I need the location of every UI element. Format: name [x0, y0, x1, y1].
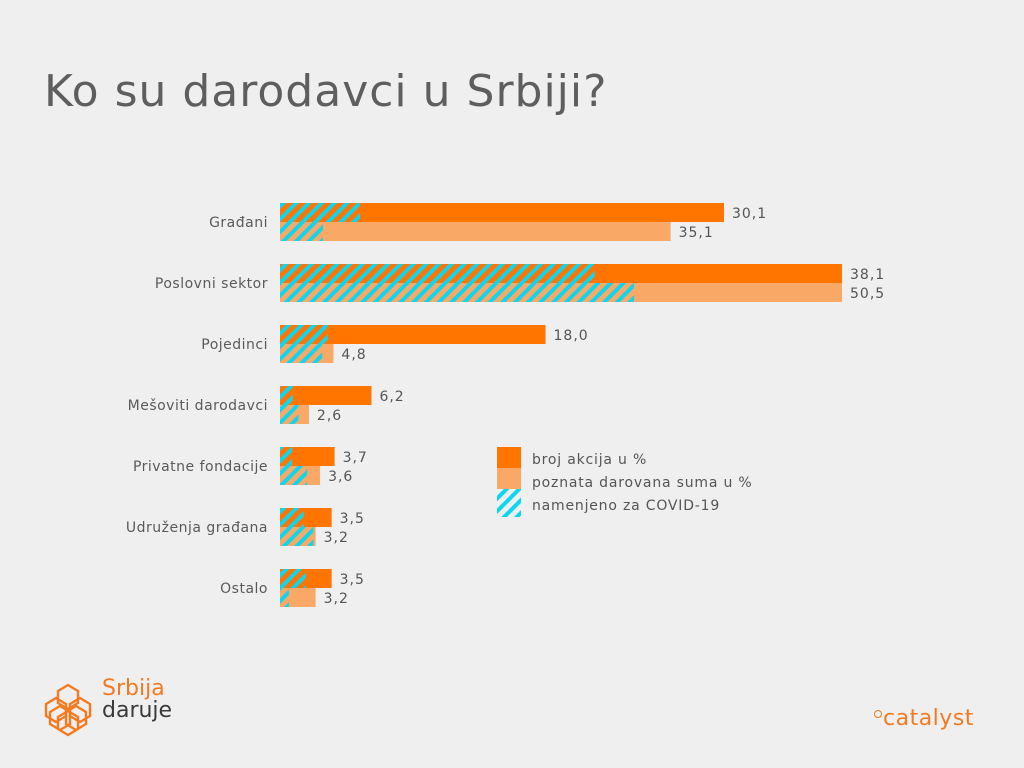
category-label: Građani — [209, 215, 268, 231]
bar-covid-hatch — [280, 588, 289, 607]
bars-group: Građani 30,1 35,1 Poslovni sektor 38,1 50,5 Po… — [126, 203, 885, 607]
catalyst-logo: catalyst — [874, 706, 974, 731]
category-label: Privatne fondacije — [133, 459, 268, 475]
catalyst-dot-icon — [874, 710, 882, 718]
bar-covid-hatch — [280, 569, 306, 588]
legend-swatch-covid — [497, 489, 521, 517]
legend-swatch-darovana-suma — [497, 468, 521, 489]
data-label: 2,6 — [317, 408, 342, 424]
data-label: 50,5 — [850, 286, 885, 302]
data-label: 3,5 — [340, 572, 365, 588]
hexagon-logo-icon — [44, 683, 92, 737]
category-label: Pojedinci — [201, 337, 268, 353]
bar-covid-hatch — [280, 508, 304, 527]
data-label: 3,6 — [328, 469, 353, 485]
page-title: Ko su darodavci u Srbiji? — [44, 66, 608, 117]
srbija-daruje-logo: Srbija daruje — [40, 676, 190, 740]
bar-covid-hatch — [280, 405, 299, 424]
bar-broj-akcija — [280, 447, 335, 466]
bar-covid-hatch — [280, 386, 293, 405]
legend: broj akcija u % poznata darovana suma u … — [497, 447, 752, 517]
data-label: 3,7 — [343, 450, 368, 466]
bar-covid-hatch — [280, 203, 360, 222]
bar-covid-hatch — [280, 344, 323, 363]
data-label: 4,8 — [341, 347, 366, 363]
bar-darovana-suma — [280, 222, 671, 241]
data-label: 3,5 — [340, 511, 365, 527]
category-label: Udruženja građana — [126, 520, 268, 536]
logo-text-srbija: Srbija — [102, 676, 165, 701]
category-label: Poslovni sektor — [155, 276, 268, 292]
category-label: Mešoviti darodavci — [128, 398, 268, 414]
bar-covid-hatch — [280, 325, 328, 344]
bar-covid-hatch — [280, 222, 323, 241]
bar-covid-hatch — [280, 527, 314, 546]
bar-broj-akcija — [280, 325, 546, 344]
data-label: 6,2 — [379, 389, 404, 405]
data-label: 30,1 — [732, 206, 767, 222]
bar-covid-hatch — [280, 283, 635, 302]
legend-swatch-broj-akcija — [497, 447, 521, 468]
data-label: 3,2 — [324, 591, 349, 607]
legend-label-broj-akcija: broj akcija u % — [532, 452, 647, 468]
data-label: 3,2 — [324, 530, 349, 546]
bar-covid-hatch — [280, 466, 308, 485]
catalyst-logo-text: catalyst — [883, 706, 974, 731]
data-label: 35,1 — [679, 225, 714, 241]
category-label: Ostalo — [220, 581, 268, 597]
bar-covid-hatch — [280, 447, 293, 466]
data-label: 18,0 — [554, 328, 589, 344]
legend-label-covid: namenjeno za COVID-19 — [532, 498, 720, 514]
bar-broj-akcija — [280, 386, 372, 405]
legend-label-darovana-suma: poznata darovana suma u % — [532, 475, 752, 491]
bar-broj-akcija — [280, 203, 724, 222]
logo-text-daruje: daruje — [102, 698, 173, 723]
data-label: 38,1 — [850, 267, 885, 283]
bar-covid-hatch — [280, 264, 595, 283]
